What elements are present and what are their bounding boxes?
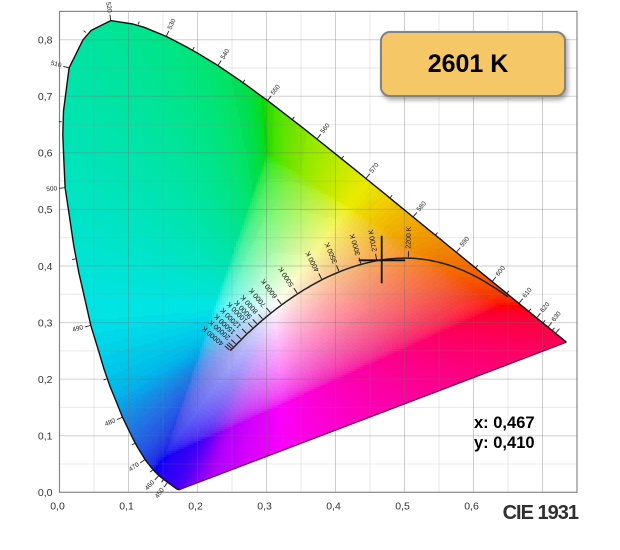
svg-text:6000 K: 6000 K [260,277,279,299]
svg-text:530: 530 [167,18,178,31]
svg-text:470: 470 [128,461,141,473]
svg-text:2700 K: 2700 K [368,229,379,252]
svg-text:610: 610 [521,286,534,299]
svg-text:4000 K: 4000 K [305,249,321,272]
svg-text:0,7: 0,7 [38,91,53,103]
svg-text:540: 540 [220,48,232,61]
svg-text:0,6: 0,6 [464,500,479,512]
svg-text:0,0: 0,0 [38,487,53,499]
svg-text:550: 550 [270,83,282,96]
svg-text:500: 500 [46,185,58,193]
svg-text:490: 490 [72,324,85,334]
svg-text:0,1: 0,1 [38,430,53,442]
svg-text:0,3: 0,3 [257,500,272,512]
svg-text:450: 450 [154,487,166,500]
svg-text:480: 480 [104,417,117,428]
svg-text:0,3: 0,3 [38,317,53,329]
svg-text:5000 K: 5000 K [277,265,295,288]
svg-text:0,2: 0,2 [188,500,203,512]
svg-text:0,5: 0,5 [395,500,410,512]
svg-text:3500 K: 3500 K [324,241,339,264]
svg-text:460: 460 [144,479,157,492]
svg-text:630: 630 [550,310,563,323]
svg-text:0,4: 0,4 [38,261,53,273]
svg-text:0,2: 0,2 [38,374,53,386]
svg-text:2200 K: 2200 K [405,226,413,249]
svg-text:0,8: 0,8 [38,34,53,46]
svg-text:560: 560 [319,122,331,135]
svg-text:520: 520 [104,1,113,13]
svg-text:620: 620 [539,301,552,314]
svg-text:3000 K: 3000 K [349,232,362,256]
svg-text:0,4: 0,4 [326,500,341,512]
svg-text:0,1: 0,1 [119,500,134,512]
svg-text:510: 510 [50,60,63,70]
svg-text:0,0: 0,0 [50,500,65,512]
svg-text:600: 600 [495,265,508,278]
svg-text:0,5: 0,5 [38,204,53,216]
svg-text:580: 580 [416,200,429,213]
svg-text:0,6: 0,6 [38,148,53,160]
